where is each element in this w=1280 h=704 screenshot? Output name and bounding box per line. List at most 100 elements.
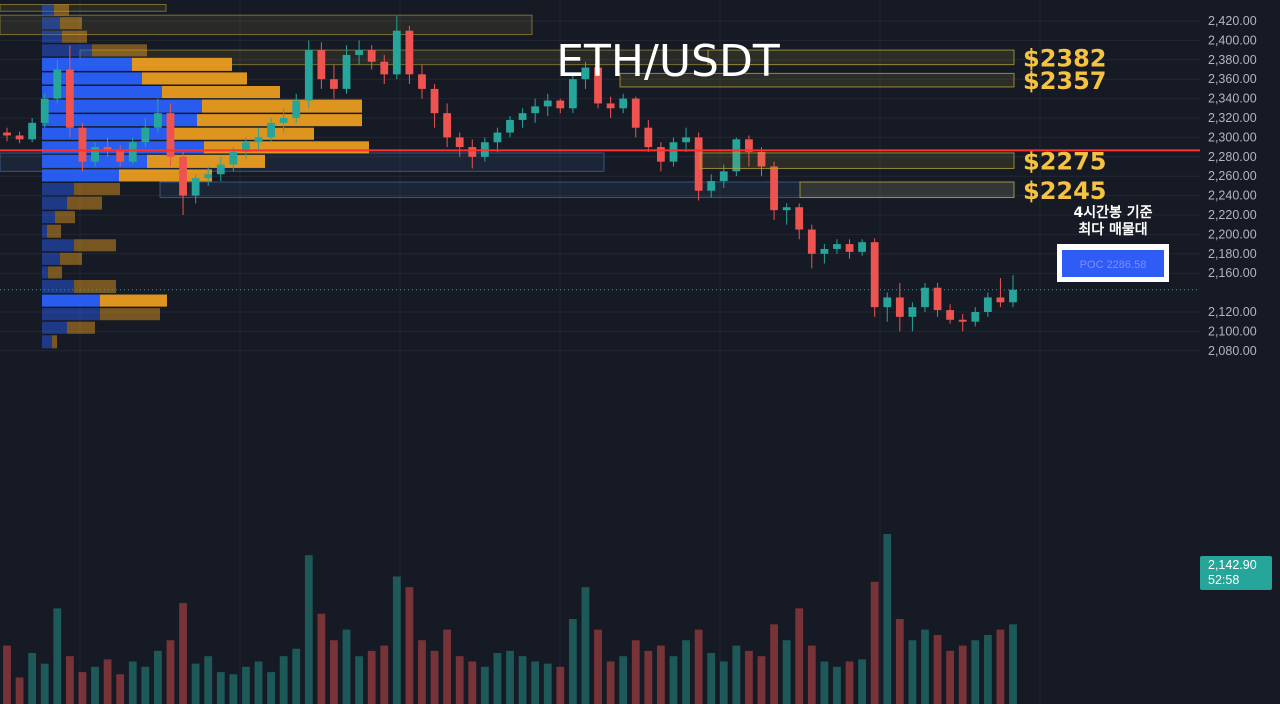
chart-title: ETH/USDT	[556, 36, 780, 87]
candle-body	[707, 181, 716, 191]
candle-body	[568, 79, 577, 109]
candle-body	[367, 50, 376, 62]
candle-body	[380, 61, 389, 75]
candle-body	[166, 113, 175, 157]
volume-bar	[116, 674, 125, 704]
y-tick-label: 2,280.00	[1208, 150, 1257, 164]
volume-bar	[745, 650, 753, 704]
volume-profile-up-bar	[42, 127, 174, 140]
volume-profile-up-bar	[42, 182, 74, 196]
volume-bar	[254, 661, 263, 704]
volume-profile-up-bar	[42, 252, 60, 265]
current-price-value: 2,142.90	[1208, 558, 1257, 572]
volume-bar	[518, 656, 527, 704]
candle-body	[933, 287, 942, 311]
candle-body	[216, 164, 225, 175]
volume-profile-up-bar	[42, 321, 67, 334]
volume-bar	[719, 661, 728, 704]
candle-body	[845, 244, 854, 252]
volume-profile-up-bar	[42, 196, 67, 210]
price-levels: $2382$2357 $2275$2245	[0, 44, 1200, 291]
volume-bar	[644, 650, 653, 704]
candle-body	[78, 127, 87, 162]
volume-profile-down-bar	[67, 321, 95, 334]
candle-body	[518, 113, 527, 120]
volume-bar	[568, 619, 577, 704]
candle-body	[229, 151, 238, 165]
current-price-countdown: 52:58	[1208, 573, 1239, 587]
volume-bar	[405, 587, 414, 704]
candle-body	[355, 50, 363, 55]
candle-body	[946, 310, 955, 320]
candle-body	[543, 100, 552, 107]
candle-body	[983, 297, 992, 312]
volume-profile-up-bar	[42, 335, 52, 349]
candle-body	[455, 137, 464, 148]
volume-bar	[657, 645, 665, 704]
candle-body	[191, 178, 200, 196]
candle-body	[468, 147, 477, 157]
candle-body	[116, 150, 125, 162]
candle-body	[418, 74, 426, 89]
volume-profile-up-bar	[42, 44, 92, 57]
volume-bar	[971, 640, 980, 704]
volume-profile-down-bar	[62, 30, 87, 43]
volume-profile-up-bar	[42, 17, 60, 30]
volume-profile-up-bar	[42, 30, 62, 43]
volume-profile-down-bar	[92, 44, 147, 57]
candle-body	[644, 127, 653, 148]
volume-bar	[53, 608, 62, 704]
poc-annotation: 4시간봉 기준 최다 매물대 POC 2286.58	[1057, 204, 1169, 282]
volume-bar	[128, 661, 137, 704]
candle-body	[40, 98, 49, 123]
volume-profile-down-bar	[48, 266, 62, 279]
volume-bar	[795, 608, 804, 704]
volume-bar	[65, 656, 74, 704]
volume-bar	[267, 672, 275, 704]
candle-body	[531, 106, 540, 114]
volume-profile-up-bar	[42, 224, 47, 238]
volume-profile-down-bar	[119, 169, 212, 182]
volume-profile-down-bar	[47, 224, 61, 238]
volume-profile-down-bar	[54, 4, 69, 16]
candle-body	[65, 69, 74, 128]
volume-bar	[531, 661, 540, 704]
candle-body	[430, 88, 439, 114]
y-tick-label: 2,260.00	[1208, 169, 1257, 183]
volume-bar	[506, 650, 514, 704]
volume-profile-down-bar	[60, 252, 82, 265]
candle-body	[392, 30, 401, 75]
candle-body	[317, 50, 326, 80]
y-tick-label: 2,360.00	[1208, 72, 1257, 86]
volume-bar	[40, 663, 49, 704]
volume-bar	[216, 672, 225, 704]
y-tick-label: 2,120.00	[1208, 305, 1257, 319]
level-box	[619, 72, 1015, 88]
candle-body	[782, 207, 791, 211]
y-tick-label: 2,320.00	[1208, 111, 1257, 125]
volume-bar	[694, 629, 703, 704]
candle-body	[996, 297, 1005, 303]
volume-profile-down-bar	[74, 239, 116, 252]
volume-bar	[858, 659, 866, 704]
volume-bar	[820, 661, 829, 704]
volume-bar	[242, 666, 250, 704]
candle-body	[908, 307, 917, 317]
volume-bar	[770, 624, 778, 704]
candle-body	[3, 132, 11, 136]
volume-profile-down-bar	[60, 17, 82, 30]
price-axis: 2,420.00 2,400.00 2,380.00 2,360.00 2,340.00…	[1208, 14, 1257, 358]
candle-body	[682, 137, 690, 143]
volume-bar	[631, 640, 640, 704]
volume-profile-up-bar	[42, 308, 100, 321]
current-price-tag: 2,142.90 52:58	[1200, 556, 1272, 590]
volume-bar	[317, 613, 326, 704]
candle-body	[267, 122, 275, 138]
level-box	[799, 181, 1015, 199]
candle-body	[556, 100, 565, 109]
volume-bar	[946, 650, 955, 704]
volume-bar	[619, 656, 628, 704]
volume-bar	[330, 640, 338, 704]
